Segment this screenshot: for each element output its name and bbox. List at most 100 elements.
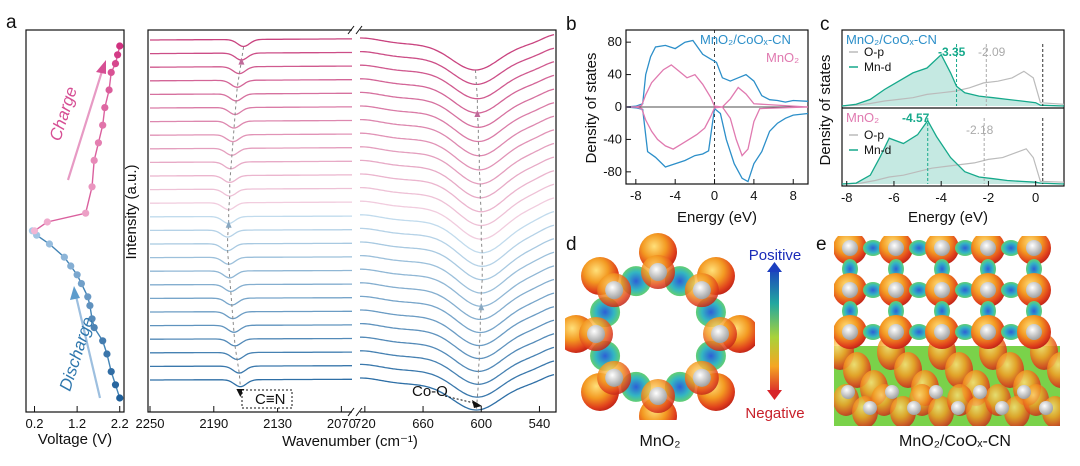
voltage-point	[105, 86, 113, 94]
atom	[888, 324, 904, 340]
ftir-curve-left	[150, 229, 352, 238]
esp-bridge	[1001, 240, 1021, 256]
ftir-curve-right	[360, 306, 555, 347]
ftir-curve-right	[360, 197, 555, 240]
mno2-caption: MnO₂	[640, 433, 681, 450]
atom	[934, 324, 950, 340]
dos-y-tick-label: -40	[603, 131, 622, 146]
dos-y-tick-label: 40	[608, 67, 622, 82]
atom	[605, 368, 624, 387]
voltage-point	[99, 337, 107, 345]
voltage-frame	[25, 29, 125, 413]
atom	[929, 385, 943, 399]
substrate-lobe	[1047, 352, 1060, 388]
ftir-curve-right	[360, 183, 555, 227]
voltage-point	[88, 183, 96, 191]
panel-label-e: e	[816, 234, 827, 255]
ftir-curve-right	[360, 319, 555, 360]
cn-label: C≡N	[255, 391, 285, 408]
atom	[1039, 401, 1053, 415]
ftir-curve-left	[150, 283, 352, 293]
ftir-curve-right	[360, 115, 555, 157]
atom	[1026, 324, 1042, 340]
voltage-point	[30, 227, 39, 235]
peak-marker	[478, 303, 485, 311]
esp-bridge	[955, 240, 975, 256]
pdos-top-op-center: -2.09	[978, 45, 1006, 59]
axis-break-mark	[347, 407, 355, 417]
pdos-x-tick-label: 0	[1032, 190, 1039, 205]
atom	[842, 282, 858, 298]
atom	[842, 240, 858, 256]
atom	[605, 281, 624, 300]
atom	[907, 401, 921, 415]
pdos-x-tick-label: -6	[888, 190, 900, 205]
ftir-curve-right	[360, 170, 555, 213]
atom	[980, 324, 996, 340]
esp-bridge	[955, 324, 975, 340]
top-mnd-fill	[842, 54, 1064, 106]
panel-label-c: c	[820, 14, 830, 35]
voltage-point	[45, 240, 54, 248]
pdos-x-tick-label: -8	[841, 190, 853, 205]
ftir-curve-left	[150, 215, 352, 225]
ftir-curve-right	[360, 373, 555, 411]
panel-label-a: a	[6, 12, 17, 33]
charge-arrow	[66, 67, 105, 181]
mno2-dos-down	[626, 106, 809, 157]
atom	[888, 282, 904, 298]
voltage-point	[111, 381, 120, 389]
cooxcn-dos-down	[625, 106, 809, 183]
ftir-curve-left	[150, 269, 352, 279]
coo-label: Co-O	[412, 383, 448, 400]
ftir-curve-left	[150, 79, 352, 88]
esp-bridge	[863, 282, 883, 298]
voltage-point	[73, 271, 81, 279]
pdos-top-legend-mnd: Mn-d	[864, 60, 891, 74]
ftir-curve-left	[150, 133, 352, 143]
ftir-y-label: Intensity (a.u.)	[123, 164, 140, 259]
ftir-curve-right	[360, 74, 555, 114]
ftir-x-tick-label: 2130	[263, 416, 292, 431]
ftir-curve-right	[360, 156, 555, 199]
discharge-label: Discharge	[56, 315, 98, 394]
peak-marker	[474, 110, 481, 118]
ftir-curve-right	[360, 142, 555, 185]
dos-x-tick-label: 0	[711, 188, 718, 203]
ftir-curve-left	[150, 65, 352, 75]
ftir-curve-right	[360, 88, 555, 128]
cn-peak-guide	[227, 46, 245, 388]
ftir-curves	[150, 33, 555, 411]
ftir-x-tick-label: 2250	[136, 416, 165, 431]
pdos-bottom-title: MnO₂	[846, 110, 879, 125]
dos-legend-mno2-cooxcn: MnO₂/CoOₓ-CN	[700, 32, 791, 47]
ftir-x-label: Wavenumber (cm⁻¹)	[282, 433, 418, 450]
top-op-line	[841, 70, 1065, 107]
charge-arrowhead	[96, 60, 106, 74]
ftir-curve-left	[150, 378, 352, 388]
colorbar-gradient	[770, 268, 779, 394]
voltage-point	[84, 293, 92, 301]
voltage-point	[90, 156, 98, 164]
ftir-curve-left	[150, 201, 352, 211]
ftir-curve-right	[360, 224, 555, 267]
coo-peak-guide	[474, 69, 483, 411]
ftir-curve-left	[150, 337, 352, 347]
ftir-curve-right	[360, 210, 555, 254]
discharge-arrow	[74, 295, 102, 399]
voltage-x-tick-label: 2.2	[111, 416, 129, 431]
top-mnd-line	[841, 53, 1065, 107]
ftir-curve-left	[150, 147, 352, 156]
esp-bridge	[1001, 324, 1021, 340]
atom	[951, 401, 965, 415]
pdos-top-legend-op: O-p	[864, 45, 884, 59]
ftir-curve-left	[150, 119, 352, 129]
atom	[587, 325, 605, 343]
voltage-point	[94, 139, 103, 147]
voltage-point	[111, 60, 120, 68]
dos-legend-mno2: MnO₂	[766, 50, 799, 65]
esp-bridge	[863, 240, 883, 256]
pdos-series	[841, 44, 1065, 185]
esp-bridge	[1001, 282, 1021, 298]
